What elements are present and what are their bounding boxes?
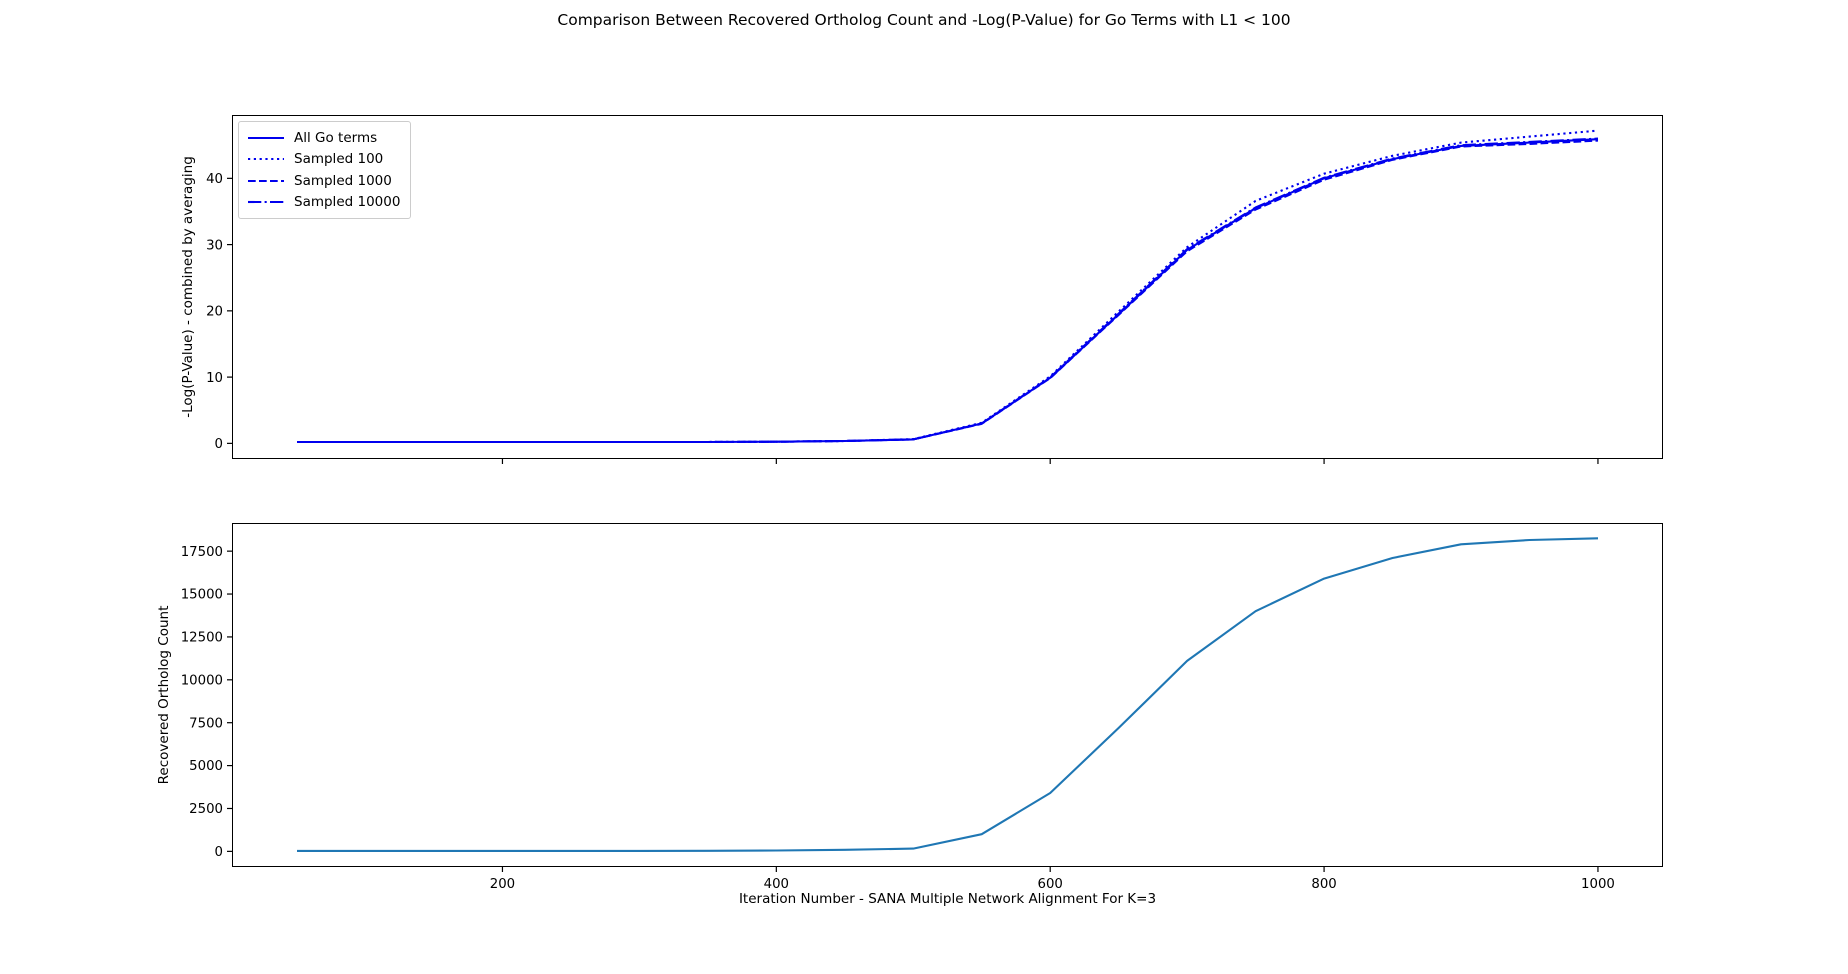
legend-line-sample-dashdot-icon <box>248 201 284 204</box>
series-line-sampled-100 <box>297 129 1599 444</box>
y-tick-label: 0 <box>215 845 223 860</box>
y-tick-label: 20 <box>206 305 223 320</box>
y-tick-label: 5000 <box>189 759 223 774</box>
legend-line-sample-dotted-icon <box>248 158 284 161</box>
legend-item-all-go-terms: All Go terms <box>247 127 400 149</box>
legend-line-sample-solid-icon <box>248 136 284 139</box>
plot-frame <box>231 522 1664 868</box>
series-line-sampled-10000 <box>297 137 1599 444</box>
legend-item-label: Sampled 10000 <box>294 194 401 211</box>
pvalue-line-chart: 0 10 20 30 40 <box>206 114 1664 464</box>
plot-frame <box>231 114 1664 460</box>
legend-item-sampled-10000: Sampled 10000 <box>247 192 400 214</box>
x-tick-label: 1000 <box>1581 877 1615 892</box>
legend-line-sample-dashed-icon <box>248 179 284 182</box>
ortholog-y-axis-label: Recovered Ortholog Count <box>156 605 172 785</box>
legend-item-sampled-100: Sampled 100 <box>247 149 400 171</box>
y-tick-label: 10000 <box>181 673 223 688</box>
y-tick-label: 10 <box>206 371 223 386</box>
y-tick-label: 2500 <box>189 802 223 817</box>
y-tick-label: 0 <box>215 437 223 452</box>
legend: All Go terms Sampled 100 Sampled 1000 Sampl… <box>238 121 412 219</box>
x-tick-label: 800 <box>1311 877 1336 892</box>
legend-item-label: Sampled 100 <box>294 151 384 168</box>
series-line-all-go-terms <box>297 138 1599 444</box>
x-axis-label: Iteration Number - SANA Multiple Network… <box>738 891 1157 907</box>
legend-item-sampled-1000: Sampled 1000 <box>247 170 400 192</box>
x-tick-label: 200 <box>490 877 515 892</box>
series-line-sampled-1000 <box>297 139 1599 444</box>
y-tick-label: 12500 <box>181 631 223 646</box>
legend-item-label: All Go terms <box>294 129 378 146</box>
x-tick-label: 600 <box>1038 877 1063 892</box>
y-tick-label: 7500 <box>189 716 223 731</box>
y-tick-label: 17500 <box>181 545 223 560</box>
y-tick-label: 30 <box>206 238 223 253</box>
y-tick-label: 40 <box>206 172 223 187</box>
figure-title: Comparison Between Recovered Ortholog Co… <box>557 11 1291 29</box>
pvalue-y-axis-label: -Log(P-Value) - combined by averaging <box>180 156 196 418</box>
legend-item-label: Sampled 1000 <box>294 172 392 189</box>
y-tick-label: 15000 <box>181 588 223 603</box>
ortholog-line-chart: 0 2500 5000 7500 10000 12500 15000 17500 200 400 6… <box>181 522 1664 892</box>
series-line-recovered-ortholog-count <box>297 537 1599 852</box>
x-tick-label: 400 <box>764 877 789 892</box>
